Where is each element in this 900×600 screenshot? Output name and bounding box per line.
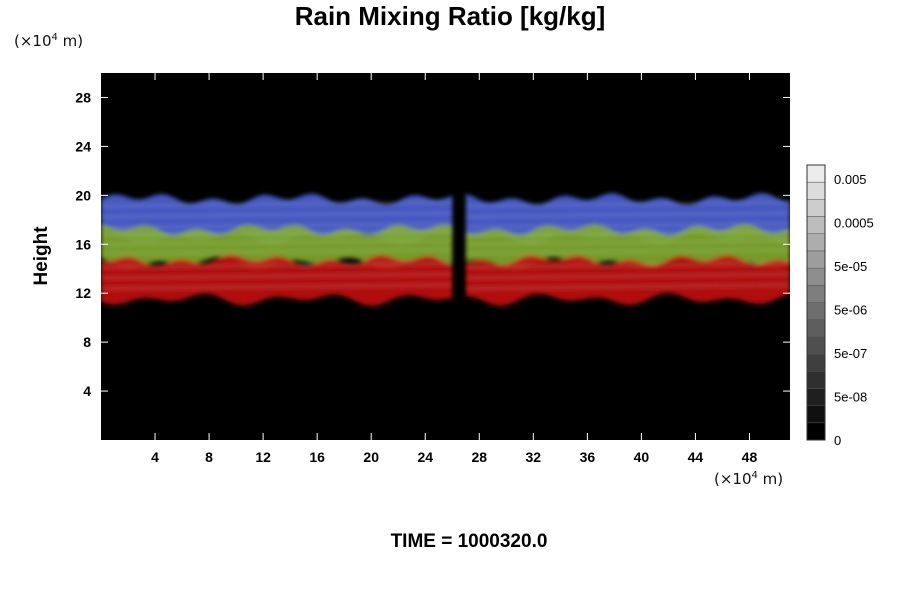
x-tick-label: 32 [526,449,542,465]
rain-layer-streak [465,229,790,237]
x-tick-label: 28 [471,449,487,465]
y-tick-label: 4 [83,383,91,399]
colorbar-band [807,405,825,424]
y-tick-label: 8 [83,334,91,350]
y-tick-label: 12 [75,285,91,301]
rain-layer-streak [465,248,790,255]
x-axis-unit: (×104 m) [714,470,784,488]
y-tick-label: 16 [75,236,91,252]
colorbar-band [807,250,825,269]
y-axis-unit: (×104 m) [14,32,84,50]
rain-layer-streak [101,283,453,291]
x-tick-label: 16 [309,449,325,465]
rain-layer-streak [465,200,790,208]
rain-layer-streak [465,272,790,280]
colorbar-band [807,354,825,372]
y-tick-label: 24 [75,138,91,154]
colorbar-band [807,319,825,338]
rain-layer-streak [101,248,453,255]
colorbar-label: 0.005 [834,172,867,187]
rain-layer-streak [465,262,790,269]
colorbar-band [807,216,825,235]
rain-layer-streak [465,239,790,246]
chart-title: Rain Mixing Ratio [kg/kg] [294,1,606,31]
y-tick-label: 20 [75,187,91,203]
colorbar-band [807,388,825,406]
x-tick-label: 4 [151,449,159,465]
colorbar-band [807,233,825,252]
colorbar-frame [806,164,826,441]
x-tick-label: 24 [417,449,433,465]
colorbar-label: 0 [834,433,841,448]
x-tick-label: 20 [363,449,379,465]
rain-layer-streak [101,239,453,246]
colorbar-band [807,422,825,441]
x-tick-label: 36 [580,449,596,465]
x-tick-label: 8 [205,449,213,465]
colorbar-label: 5e-08 [834,390,867,405]
rain-layer-streak [101,200,453,208]
colorbar-label: 5e-07 [834,346,867,361]
y-tick-label: 28 [75,89,91,105]
rain-layer-streak [101,272,453,280]
x-tick-label: 44 [688,449,704,465]
colorbar-band [807,165,825,183]
colorbar-band [807,302,825,320]
rain-layer-streak [465,283,790,291]
x-tick-label: 12 [255,449,271,465]
rain-layer-streak [101,262,453,269]
colorbar-band [807,285,825,303]
rain-layer-streak [101,211,453,219]
rain-layer-streak [101,222,453,229]
rain-layer-streak [465,211,790,219]
rain-layer-streak [101,229,453,237]
x-tick-label: 40 [634,449,650,465]
colorbar-band [807,182,825,200]
colorbar-band [807,336,825,355]
colorbar-band [807,268,825,286]
colorbar-label: 5e-05 [834,259,867,274]
colorbar-band [807,371,825,389]
time-label: TIME = 1000320.0 [390,531,548,552]
rain-layer-streak [465,222,790,229]
x-tick-label: 48 [742,449,758,465]
colorbar-label: 0.0005 [834,216,874,231]
colorbar-label: 5e-06 [834,303,867,318]
colorbar-band [807,199,825,217]
